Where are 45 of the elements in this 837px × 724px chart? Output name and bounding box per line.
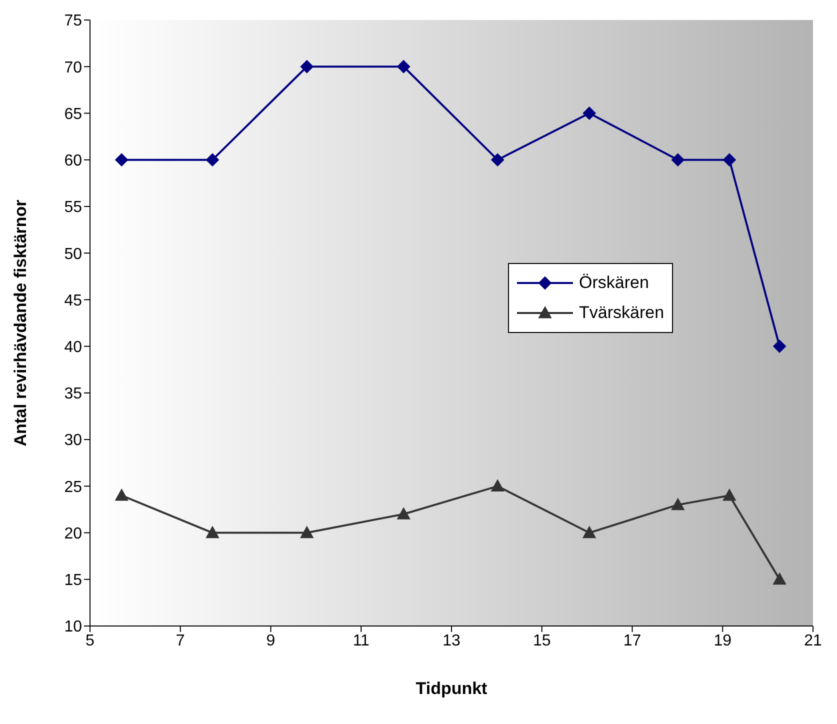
y-tick-label: 55 (64, 199, 82, 216)
y-tick-label: 65 (64, 106, 82, 123)
x-tick-label: 7 (176, 632, 185, 650)
point (397, 508, 410, 520)
point (582, 106, 596, 120)
y-tick-label: 50 (64, 246, 82, 263)
point (773, 340, 786, 353)
point (722, 488, 736, 501)
x-tick-label: 19 (714, 632, 732, 650)
x-tick-label: 13 (442, 632, 460, 650)
y-tick-label: 10 (64, 618, 82, 636)
point (206, 526, 219, 538)
point (115, 153, 128, 166)
legend-label: Tvärskären (579, 303, 664, 323)
point (115, 488, 128, 501)
y-tick-label: 15 (64, 572, 82, 590)
y-tick-label: 25 (64, 478, 82, 496)
y-axis-title: Antal revirhävdande fisktärnor (11, 199, 30, 446)
x-tick-label: 11 (352, 632, 370, 650)
y-tick-label: 75 (64, 12, 82, 30)
point (773, 572, 786, 585)
point (397, 60, 410, 74)
point (300, 60, 314, 74)
point (722, 153, 736, 166)
x-axis-title: Tidpunkt (416, 679, 488, 698)
x-tick-label: 5 (86, 632, 95, 650)
point (491, 153, 504, 166)
point (300, 526, 314, 538)
point (671, 498, 684, 510)
x-tick-label: 17 (623, 632, 642, 650)
point (491, 480, 504, 492)
y-tick-label: 20 (64, 525, 82, 542)
y-tick-label: 40 (64, 338, 82, 356)
y-tick-label: 60 (64, 152, 82, 170)
point (206, 153, 219, 166)
y-tick-label: 30 (64, 432, 82, 450)
point (582, 526, 596, 538)
legend-label: Örskären (579, 273, 649, 293)
y-tick-label: 45 (64, 292, 82, 310)
x-tick-label: 15 (532, 632, 551, 650)
y-tick-label: 35 (64, 386, 82, 403)
x-tick-label: 9 (266, 632, 276, 650)
y-tick-label: 70 (64, 59, 82, 76)
x-tick-label: 21 (804, 632, 822, 650)
point (671, 153, 684, 166)
